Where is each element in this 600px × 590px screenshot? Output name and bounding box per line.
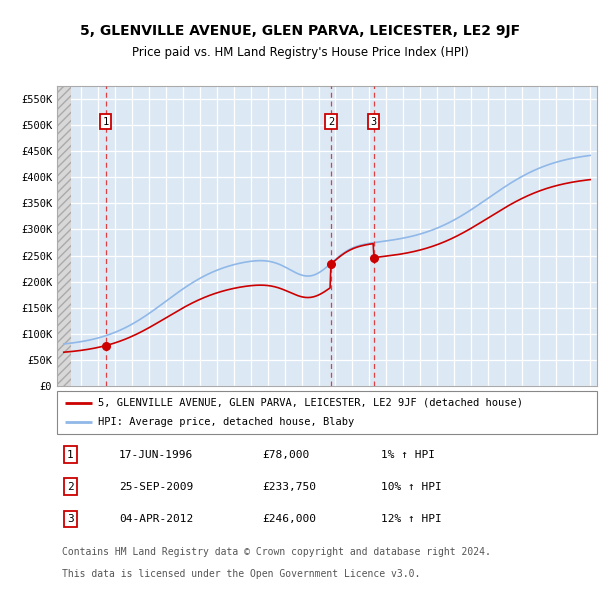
Text: 3: 3 [371,117,377,127]
Text: 1% ↑ HPI: 1% ↑ HPI [381,450,435,460]
Text: 1: 1 [67,450,74,460]
Text: 10% ↑ HPI: 10% ↑ HPI [381,482,442,491]
Text: £246,000: £246,000 [262,514,316,524]
Text: £233,750: £233,750 [262,482,316,491]
Text: Contains HM Land Registry data © Crown copyright and database right 2024.: Contains HM Land Registry data © Crown c… [62,548,491,557]
Text: 12% ↑ HPI: 12% ↑ HPI [381,514,442,524]
Text: 17-JUN-1996: 17-JUN-1996 [119,450,193,460]
Text: £78,000: £78,000 [262,450,310,460]
Text: HPI: Average price, detached house, Blaby: HPI: Average price, detached house, Blab… [97,418,354,427]
Bar [57,86,71,386]
Text: 2: 2 [67,482,74,491]
Text: 04-APR-2012: 04-APR-2012 [119,514,193,524]
Text: Price paid vs. HM Land Registry's House Price Index (HPI): Price paid vs. HM Land Registry's House … [131,46,469,59]
FancyBboxPatch shape [57,391,597,434]
Text: 25-SEP-2009: 25-SEP-2009 [119,482,193,491]
Text: 2: 2 [328,117,334,127]
Text: 5, GLENVILLE AVENUE, GLEN PARVA, LEICESTER, LE2 9JF: 5, GLENVILLE AVENUE, GLEN PARVA, LEICEST… [80,24,520,38]
Text: 1: 1 [103,117,109,127]
Text: 3: 3 [67,514,74,524]
Text: 5, GLENVILLE AVENUE, GLEN PARVA, LEICESTER, LE2 9JF (detached house): 5, GLENVILLE AVENUE, GLEN PARVA, LEICEST… [97,398,523,408]
Text: This data is licensed under the Open Government Licence v3.0.: This data is licensed under the Open Gov… [62,569,421,579]
